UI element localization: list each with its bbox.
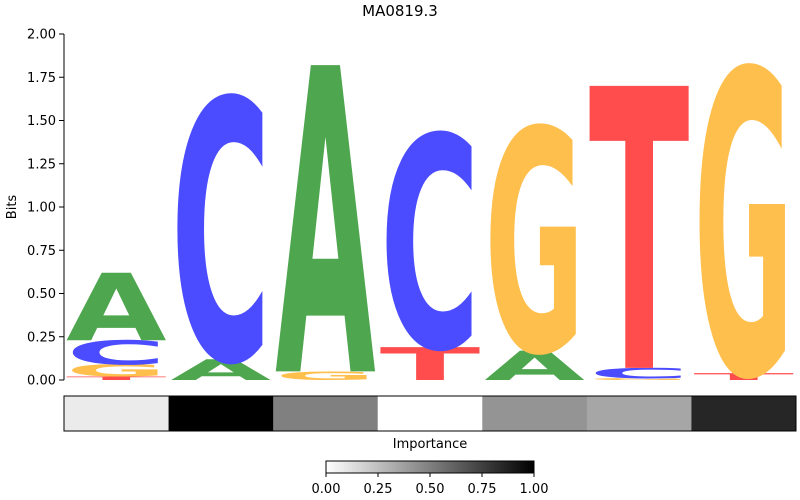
y-tick-label: 0.50 [27,287,56,302]
logo-letter-t: T [380,338,481,391]
importance-label: Importance [393,437,468,452]
chart-title: MA0819.3 [362,2,438,20]
logo-letter-t: T [589,10,690,461]
colorbar-tick-label: 1.00 [520,482,549,497]
colorbar-tick-label: 0.00 [312,482,341,497]
y-axis-label: Bits [5,195,20,220]
logo-letter-g: G [589,378,690,381]
logo-letter-g: G [693,0,794,472]
logo-letter-c: C [380,76,481,417]
y-tick-label: 2.00 [27,28,56,43]
importance-cell [377,396,483,431]
importance-track [63,395,797,432]
logo-letter-g: G [484,67,585,423]
y-tick-label: 1.50 [27,114,56,129]
importance-frame [63,395,797,432]
logo-letter-t: T [66,376,167,382]
logo-letter-a: A [484,343,585,390]
importance-colorbar: 0.00 0.25 0.50 0.75 1.00 [312,460,549,497]
importance-cell [691,396,797,431]
logo-letter-c: C [171,26,272,443]
logo-letter-g: G [66,361,167,380]
importance-cell [273,396,379,431]
logo-letter-g: G [275,369,376,383]
colorbar-tick-label: 0.75 [468,482,497,497]
y-tick-label: 1.00 [27,201,56,216]
y-tick-label: 1.25 [27,157,56,172]
y-tick-label: 1.75 [27,71,56,86]
logo-letter-c: C [589,365,690,382]
logo-letter-t: T [693,371,794,382]
colorbar-gradient [325,460,535,474]
importance-cell [64,396,170,431]
y-tick-label: 0.00 [27,374,56,389]
y-tick-label: 0.25 [27,330,56,345]
logo-letter-c: C [66,333,167,372]
importance-cell [586,396,692,431]
y-tick-label: 0.75 [27,244,56,259]
logo-letter-a: A [275,0,377,471]
logo-letter-a: A [66,254,167,362]
logo-y-axis: 0.00 0.25 0.50 0.75 1.00 1.25 1.50 1.75 2.00 [27,28,65,389]
colorbar-tick-label: 0.50 [416,482,445,497]
logo-letter-a: A [171,354,272,387]
importance-cell [168,396,274,431]
colorbar-tick-label: 0.25 [364,482,393,497]
importance-cell [482,396,588,431]
